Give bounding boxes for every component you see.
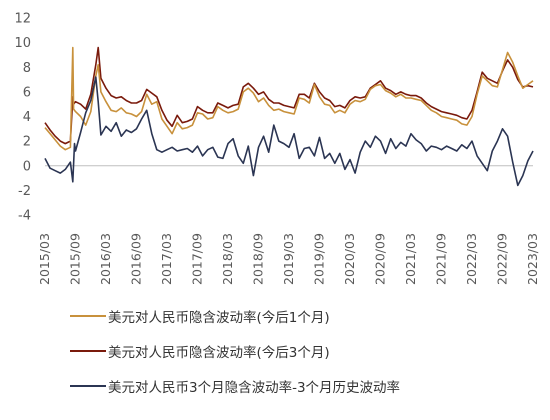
y-tick-label: 6 xyxy=(23,85,31,100)
y-tick-label: 10 xyxy=(14,36,31,51)
x-tick-label: 2022/09 xyxy=(495,233,510,285)
legend-label-spread: 美元对人民币3个月隐含波动率-3个月历史波动率 xyxy=(108,380,401,396)
x-tick-label: 2020/09 xyxy=(373,233,388,285)
series-line-2 xyxy=(44,46,534,145)
legend-item-3m-implied-vol: 美元对人民币隐含波动率(今后3个月) xyxy=(70,341,400,361)
legend-label-1m: 美元对人民币隐含波动率(今后1个月) xyxy=(108,310,330,326)
x-tick-label: 2018/09 xyxy=(251,233,266,285)
y-tick-label: 4 xyxy=(23,110,31,125)
y-axis: -4 -2 0 2 4 6 8 10 12 xyxy=(14,12,31,224)
legend-swatch-spread xyxy=(70,385,106,387)
line-chart: -4 -2 0 2 4 6 8 10 12 2015/03 2015/09 2016/03 2016/… xyxy=(14,12,540,286)
x-tick-label: 2015/03 xyxy=(37,233,52,285)
x-tick-label: 2018/03 xyxy=(220,233,235,285)
legend-item-vol-spread: 美元对人民币3个月隐含波动率-3个月历史波动率 xyxy=(70,376,400,396)
series-line-3 xyxy=(44,76,534,187)
x-tick-label: 2016/03 xyxy=(98,233,113,285)
x-tick-label: 2019/03 xyxy=(281,233,296,285)
x-tick-label: 2017/03 xyxy=(159,233,174,285)
legend-item-1m-implied-vol: 美元对人民币隐含波动率(今后1个月) xyxy=(70,306,400,326)
legend-swatch-3m xyxy=(70,350,106,352)
y-tick-label: 12 xyxy=(14,12,31,27)
y-tick-label: 0 xyxy=(23,159,31,174)
x-axis: 2015/03 2015/09 2016/03 2016/09 2017/03 2017/… xyxy=(37,165,540,285)
x-tick-label: 2023/03 xyxy=(525,233,540,285)
legend-swatch-1m xyxy=(70,315,106,317)
series-line-1 xyxy=(44,46,534,151)
y-tick-label: -2 xyxy=(18,184,31,199)
series-layer xyxy=(44,46,534,187)
y-tick-label: 8 xyxy=(23,61,31,76)
x-tick-label: 2021/03 xyxy=(403,233,418,285)
x-tick-label: 2021/09 xyxy=(434,233,449,285)
legend: 美元对人民币隐含波动率(今后1个月) 美元对人民币隐含波动率(今后3个月) 美元… xyxy=(70,306,400,411)
x-tick-label: 2019/09 xyxy=(312,233,327,285)
y-tick-label: 2 xyxy=(23,135,31,150)
legend-label-3m: 美元对人民币隐含波动率(今后3个月) xyxy=(108,345,330,361)
x-tick-label: 2015/09 xyxy=(68,233,83,285)
x-tick-label: 2022/03 xyxy=(464,233,479,285)
x-tick-label: 2020/03 xyxy=(342,233,357,285)
x-tick-label: 2017/09 xyxy=(190,233,205,285)
x-tick-label: 2016/09 xyxy=(129,233,144,285)
y-tick-label: -4 xyxy=(18,209,31,224)
